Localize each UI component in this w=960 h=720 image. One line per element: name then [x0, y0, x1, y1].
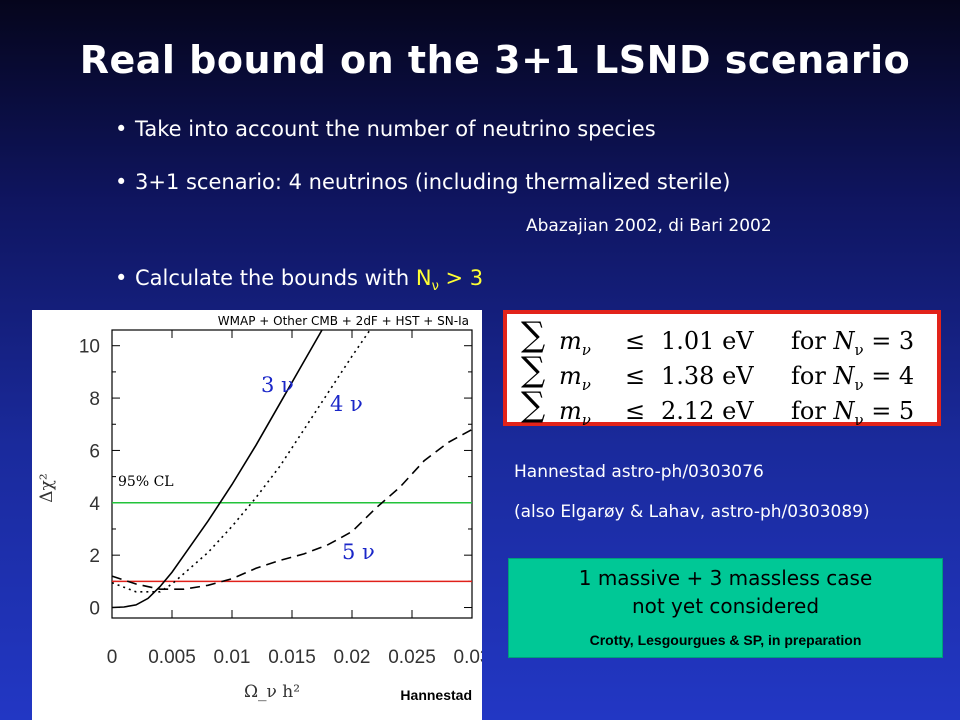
author-label: Hannestad — [400, 687, 472, 703]
chi2-chart: 0 0.005 0.01 0.015 0.02 0.025 0.03 0 2 4 6 8 10 3 ν 4 … — [37, 314, 482, 703]
bullet-marker: • — [115, 266, 128, 290]
reference-hannestad: Hannestad astro-ph/0303076 — [514, 462, 764, 482]
sum-symbol: ∑ — [521, 350, 546, 390]
bound-condition: for Nν = 5 — [791, 397, 915, 429]
bound-condition: for Nν = 4 — [791, 362, 915, 394]
reference-elgaroy: (also Elgarøy & Lahav, astro-ph/0303089) — [514, 502, 870, 522]
bullet-1: • Take into account the number of neutrin… — [115, 117, 656, 141]
x-axis-label: Ω_ν h² — [244, 682, 300, 702]
bound-value: 1.01 eV — [661, 327, 754, 355]
bound-value: 1.38 eV — [661, 362, 754, 390]
bound-row-4: ∑ mν ≤ 1.38 eV for Nν = 4 — [515, 351, 935, 394]
x-tick-label: 0.005 — [148, 647, 196, 668]
cl-label: 95% CL — [118, 474, 174, 490]
chart-title: WMAP + Other CMB + 2dF + HST + SN-Ia — [218, 314, 469, 328]
bullet-2: • 3+1 scenario: 4 neutrinos (including th… — [115, 170, 730, 194]
note-line-3: Crotty, Lesgourgues & SP, in preparation — [589, 632, 862, 648]
bullet-3-prefix: Calculate the bounds with — [135, 266, 416, 290]
series-label: 3 ν — [261, 373, 294, 397]
slide-title: Real bound on the 3+1 LSND scenario — [79, 38, 911, 82]
note-box: 1 massive + 3 massless case not yet cons… — [508, 558, 943, 658]
bullet-2-text: 3+1 scenario: 4 neutrinos (including the… — [135, 170, 731, 194]
x-tick-label: 0.025 — [388, 647, 436, 668]
le-symbol: ≤ — [625, 327, 646, 355]
y-tick-label: 10 — [79, 337, 100, 358]
y-axis-label: Δχ² — [37, 473, 57, 502]
bullet-marker: • — [115, 170, 128, 194]
bullet-3-n: N — [415, 266, 432, 290]
x-tick-label: 0.03 — [454, 647, 482, 668]
mass-symbol: mν — [559, 362, 591, 394]
y-tick-label: 8 — [89, 389, 100, 410]
bullet-3-n-sub: ν — [431, 279, 439, 295]
y-tick-label: 2 — [89, 546, 100, 567]
x-tick-label: 0.01 — [214, 647, 251, 668]
series-line-4-nu — [111, 329, 371, 593]
x-tick-label: 0 — [107, 647, 118, 668]
mass-symbol: mν — [559, 327, 591, 359]
bound-condition: for Nν = 3 — [791, 327, 915, 359]
bullet-1-text: Take into account the number of neutrino… — [135, 117, 656, 141]
x-tick-label: 0.02 — [334, 647, 371, 668]
series-line-5-nu — [111, 428, 473, 591]
x-tick-label: 0.015 — [268, 647, 316, 668]
bullet-marker: • — [115, 117, 128, 141]
note-line-1: 1 massive + 3 massless case — [578, 566, 873, 590]
chi2-plot-panel: 0 0.005 0.01 0.015 0.02 0.025 0.03 0 2 4 6 8 10 3 ν 4 … — [32, 310, 482, 720]
bullet-3-suffix: > 3 — [438, 266, 484, 290]
sum-symbol: ∑ — [521, 385, 546, 425]
series-line-3-nu — [111, 329, 323, 609]
le-symbol: ≤ — [625, 362, 646, 390]
mass-symbol: mν — [559, 397, 591, 429]
note-line-2: not yet considered — [631, 594, 820, 618]
y-tick-label: 4 — [89, 494, 100, 515]
y-tick-label: 0 — [89, 599, 100, 620]
le-symbol: ≤ — [625, 397, 646, 425]
reference-abazajian: Abazajian 2002, di Bari 2002 — [526, 216, 772, 236]
series-label: 4 ν — [330, 392, 363, 416]
series-label: 5 ν — [342, 540, 375, 564]
bullet-3: • Calculate the bounds with Nν > 3 — [115, 266, 483, 294]
sum-symbol: ∑ — [521, 315, 546, 355]
bound-row-3: ∑ mν ≤ 1.01 eV for Nν = 3 — [515, 316, 935, 359]
mass-bounds-box: ∑ mν ≤ 1.01 eV for Nν = 3 ∑ mν ≤ 1.38 eV… — [503, 310, 941, 429]
bound-value: 2.12 eV — [661, 397, 754, 425]
bound-row-5: ∑ mν ≤ 2.12 eV for Nν = 5 — [515, 386, 935, 429]
y-tick-label: 6 — [89, 441, 100, 462]
